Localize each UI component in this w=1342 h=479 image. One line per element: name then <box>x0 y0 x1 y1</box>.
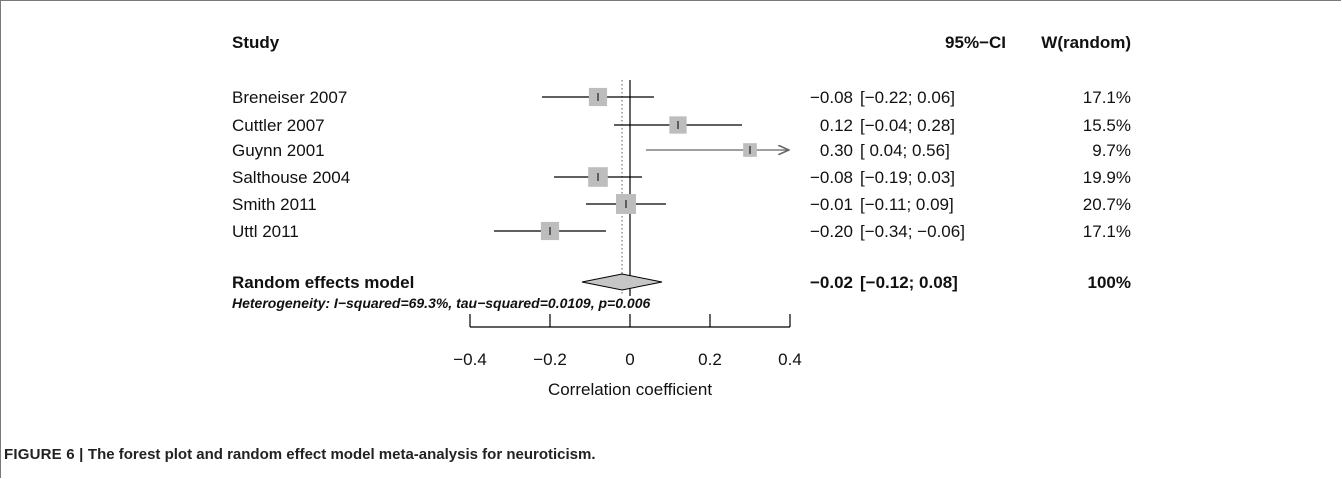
study-ci-text: [−0.11; 0.09] <box>860 195 954 214</box>
caption-lead: FIGURE 6 | <box>4 446 88 463</box>
study-estimate: −0.01 <box>810 195 853 214</box>
figure-caption: FIGURE 6 | The forest plot and random ef… <box>4 446 596 463</box>
study-estimate: 0.30 <box>820 141 853 160</box>
study-name: Smith 2011 <box>232 195 317 214</box>
study-ci-text: [−0.19; 0.03] <box>860 168 955 187</box>
forest-plot: Study 95%−CI W(random) Breneiser 2007 −0.08 [… <box>232 33 1131 399</box>
caption-text: The forest plot and random effect model … <box>87 446 596 463</box>
study-ci-text: [−0.04; 0.28] <box>860 116 955 135</box>
x-axis-label: Correlation coefficient <box>548 380 712 399</box>
summary-diamond <box>581 273 663 291</box>
study-name: Breneiser 2007 <box>232 88 347 107</box>
study-name: Guynn 2001 <box>232 141 325 160</box>
summary-estimate: −0.02 <box>810 273 853 292</box>
study-weight: 15.5% <box>1083 116 1131 135</box>
study-estimate: 0.12 <box>820 116 853 135</box>
study-name: Cuttler 2007 <box>232 116 325 135</box>
x-tick-label: 0.4 <box>778 350 802 369</box>
study-ci-text: [−0.22; 0.06] <box>860 88 955 107</box>
study-name: Uttl 2011 <box>232 222 299 241</box>
study-ci-text: [ 0.04; 0.56] <box>860 141 950 160</box>
study-weight: 17.1% <box>1083 88 1131 107</box>
heterogeneity-text: Heterogeneity: I−squared=69.3%, tau−squa… <box>232 295 650 311</box>
study-weight: 17.1% <box>1083 222 1131 241</box>
study-ci-text: [−0.34; −0.06] <box>860 222 965 241</box>
header-study: Study <box>232 33 280 52</box>
study-weight: 9.7% <box>1092 141 1131 160</box>
study-weight: 19.9% <box>1083 168 1131 187</box>
study-estimate: −0.08 <box>810 168 853 187</box>
x-tick-label: −0.2 <box>533 350 567 369</box>
study-estimate: −0.08 <box>810 88 853 107</box>
study-estimate: −0.20 <box>810 222 853 241</box>
x-tick-label: −0.4 <box>453 350 487 369</box>
summary-name: Random effects model <box>232 273 414 292</box>
header-weight: W(random) <box>1041 33 1131 52</box>
header-ci: 95%−CI <box>945 33 1006 52</box>
summary-ci-text: [−0.12; 0.08] <box>860 273 958 292</box>
x-tick-label: 0.2 <box>698 350 722 369</box>
study-name: Salthouse 2004 <box>232 168 350 187</box>
x-tick-label: 0 <box>625 350 634 369</box>
summary-weight: 100% <box>1088 273 1131 292</box>
study-weight: 20.7% <box>1083 195 1131 214</box>
